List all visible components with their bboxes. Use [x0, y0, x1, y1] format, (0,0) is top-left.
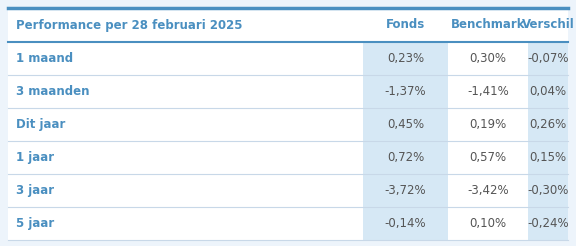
- Text: -0,07%: -0,07%: [527, 52, 569, 65]
- Bar: [528, 174, 568, 207]
- Text: 0,26%: 0,26%: [529, 118, 567, 131]
- Bar: [528, 108, 568, 141]
- Text: -3,42%: -3,42%: [467, 184, 509, 197]
- Text: 0,15%: 0,15%: [529, 151, 567, 164]
- Text: Benchmark: Benchmark: [451, 18, 525, 31]
- Text: 0,30%: 0,30%: [469, 52, 506, 65]
- Bar: [528, 141, 568, 174]
- Text: Dit jaar: Dit jaar: [16, 118, 65, 131]
- Bar: [363, 174, 448, 207]
- Text: -0,14%: -0,14%: [385, 217, 426, 230]
- Text: -1,41%: -1,41%: [467, 85, 509, 98]
- Text: -3,72%: -3,72%: [385, 184, 426, 197]
- Text: 0,57%: 0,57%: [469, 151, 506, 164]
- Bar: [363, 141, 448, 174]
- Bar: [363, 42, 448, 75]
- Text: Performance per 28 februari 2025: Performance per 28 februari 2025: [16, 18, 242, 31]
- Bar: [528, 75, 568, 108]
- Text: 5 jaar: 5 jaar: [16, 217, 54, 230]
- Text: 0,04%: 0,04%: [529, 85, 567, 98]
- Text: 1 maand: 1 maand: [16, 52, 73, 65]
- Bar: [528, 207, 568, 240]
- Text: 0,23%: 0,23%: [387, 52, 424, 65]
- Bar: [363, 75, 448, 108]
- Text: 1 jaar: 1 jaar: [16, 151, 54, 164]
- Bar: [528, 42, 568, 75]
- Bar: [363, 207, 448, 240]
- Bar: [363, 108, 448, 141]
- Text: -0,30%: -0,30%: [527, 184, 569, 197]
- Text: Fonds: Fonds: [386, 18, 425, 31]
- Text: -0,24%: -0,24%: [527, 217, 569, 230]
- Text: 0,72%: 0,72%: [387, 151, 424, 164]
- Text: 0,10%: 0,10%: [469, 217, 506, 230]
- Text: 3 maanden: 3 maanden: [16, 85, 89, 98]
- Text: Verschil: Verschil: [522, 18, 574, 31]
- Text: 0,19%: 0,19%: [469, 118, 507, 131]
- Text: 3 jaar: 3 jaar: [16, 184, 54, 197]
- Text: -1,37%: -1,37%: [385, 85, 426, 98]
- Text: 0,45%: 0,45%: [387, 118, 424, 131]
